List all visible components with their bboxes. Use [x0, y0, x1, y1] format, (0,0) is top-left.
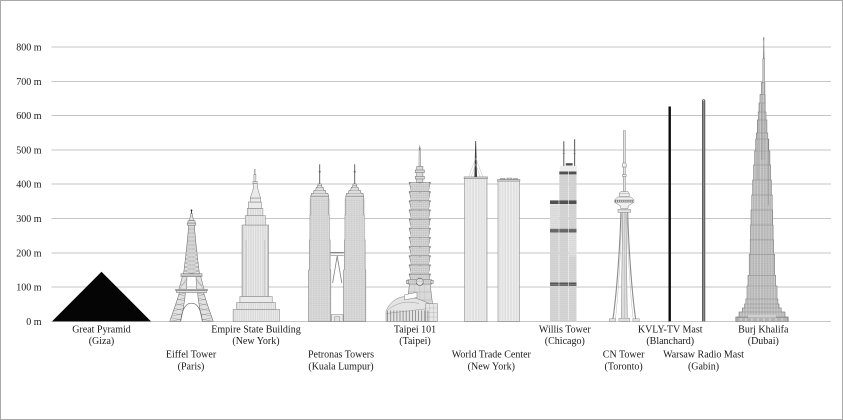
- svg-text:300 m: 300 m: [16, 214, 42, 225]
- svg-text:Burj Khalifa: Burj Khalifa: [738, 324, 789, 335]
- svg-text:(Toronto): (Toronto): [605, 362, 643, 373]
- svg-text:CN Tower: CN Tower: [603, 350, 645, 361]
- svg-text:(Taipei): (Taipei): [399, 336, 431, 347]
- svg-text:(Gabin): (Gabin): [688, 362, 719, 373]
- svg-text:400 m: 400 m: [16, 180, 42, 191]
- svg-text:Empire State Building: Empire State Building: [211, 324, 300, 335]
- svg-text:Great Pyramid: Great Pyramid: [72, 324, 131, 335]
- svg-text:Warsaw Radio Mast: Warsaw Radio Mast: [663, 350, 744, 361]
- svg-text:Petronas Towers: Petronas Towers: [308, 350, 374, 361]
- svg-text:(Paris): (Paris): [178, 362, 205, 373]
- svg-text:(Dubai): (Dubai): [748, 336, 779, 347]
- svg-text:800 m: 800 m: [16, 43, 42, 54]
- svg-text:(Giza): (Giza): [89, 336, 115, 347]
- svg-text:Eiffel Tower: Eiffel Tower: [166, 350, 217, 361]
- svg-text:Taipei 101: Taipei 101: [394, 324, 436, 335]
- svg-text:0 m: 0 m: [26, 317, 42, 328]
- svg-text:(New York): (New York): [468, 362, 515, 373]
- svg-text:500 m: 500 m: [16, 145, 42, 156]
- svg-text:200 m: 200 m: [16, 248, 42, 259]
- svg-text:World Trade Center: World Trade Center: [452, 350, 532, 361]
- svg-text:600 m: 600 m: [16, 111, 42, 122]
- svg-text:(New York): (New York): [232, 336, 279, 347]
- svg-text:Willis Tower: Willis Tower: [539, 324, 591, 335]
- svg-text:KVLY-TV Mast: KVLY-TV Mast: [638, 324, 703, 335]
- svg-text:(Kuala Lumpur): (Kuala Lumpur): [308, 362, 373, 373]
- svg-text:100 m: 100 m: [16, 283, 42, 294]
- svg-text:700 m: 700 m: [16, 77, 42, 88]
- svg-text:(Blanchard): (Blanchard): [646, 336, 694, 347]
- svg-text:(Chicago): (Chicago): [545, 336, 585, 347]
